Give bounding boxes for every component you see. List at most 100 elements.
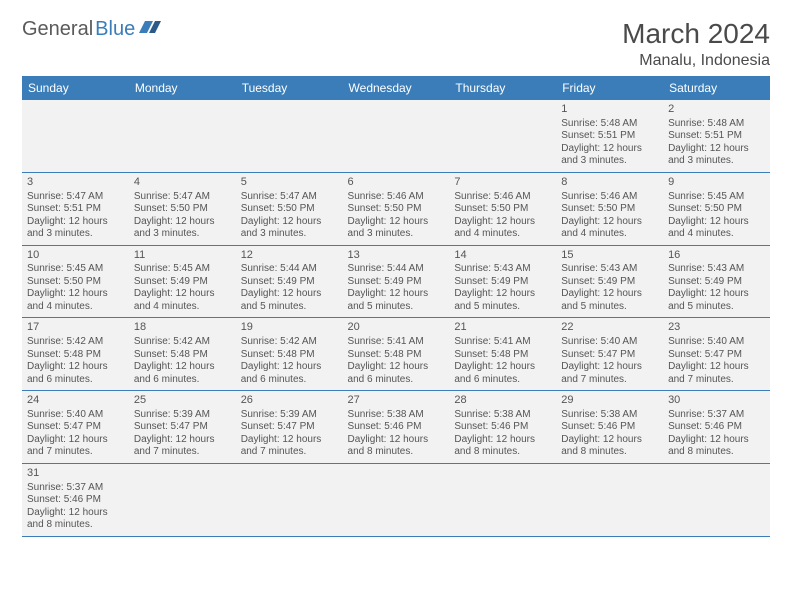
sunset-text: Sunset: 5:48 PM xyxy=(27,349,124,362)
day-header: Wednesday xyxy=(343,76,450,100)
day-header: Sunday xyxy=(22,76,129,100)
day-number: 22 xyxy=(561,321,658,335)
calendar-cell: 30Sunrise: 5:37 AMSunset: 5:46 PMDayligh… xyxy=(663,391,770,464)
day-number: 19 xyxy=(241,321,338,335)
day-number: 20 xyxy=(348,321,445,335)
sunrise-text: Sunrise: 5:41 AM xyxy=(348,336,445,349)
sunrise-text: Sunrise: 5:42 AM xyxy=(241,336,338,349)
daylight-text: Daylight: 12 hours and 6 minutes. xyxy=(454,361,551,386)
day-number: 16 xyxy=(668,249,765,263)
title-block: March 2024 Manalu, Indonesia xyxy=(622,18,770,70)
calendar-cell: 4Sunrise: 5:47 AMSunset: 5:50 PMDaylight… xyxy=(129,172,236,245)
day-number: 18 xyxy=(134,321,231,335)
sunset-text: Sunset: 5:46 PM xyxy=(27,494,124,507)
day-number: 27 xyxy=(348,394,445,408)
sunrise-text: Sunrise: 5:39 AM xyxy=(134,409,231,422)
daylight-text: Daylight: 12 hours and 4 minutes. xyxy=(27,288,124,313)
day-header: Thursday xyxy=(449,76,556,100)
daylight-text: Daylight: 12 hours and 4 minutes. xyxy=(561,216,658,241)
day-number: 17 xyxy=(27,321,124,335)
daylight-text: Daylight: 12 hours and 3 minutes. xyxy=(561,143,658,168)
day-number: 15 xyxy=(561,249,658,263)
flag-icon xyxy=(139,19,161,40)
day-number: 24 xyxy=(27,394,124,408)
sunset-text: Sunset: 5:50 PM xyxy=(27,276,124,289)
daylight-text: Daylight: 12 hours and 3 minutes. xyxy=(668,143,765,168)
calendar-cell: 28Sunrise: 5:38 AMSunset: 5:46 PMDayligh… xyxy=(449,391,556,464)
calendar-cell: 26Sunrise: 5:39 AMSunset: 5:47 PMDayligh… xyxy=(236,391,343,464)
sunset-text: Sunset: 5:49 PM xyxy=(134,276,231,289)
sunrise-text: Sunrise: 5:47 AM xyxy=(134,191,231,204)
day-number: 29 xyxy=(561,394,658,408)
calendar-cell: 7Sunrise: 5:46 AMSunset: 5:50 PMDaylight… xyxy=(449,172,556,245)
daylight-text: Daylight: 12 hours and 8 minutes. xyxy=(27,507,124,532)
sunrise-text: Sunrise: 5:40 AM xyxy=(27,409,124,422)
calendar-cell: 12Sunrise: 5:44 AMSunset: 5:49 PMDayligh… xyxy=(236,245,343,318)
calendar-cell xyxy=(663,463,770,536)
day-header: Saturday xyxy=(663,76,770,100)
calendar-cell: 11Sunrise: 5:45 AMSunset: 5:49 PMDayligh… xyxy=(129,245,236,318)
day-number: 14 xyxy=(454,249,551,263)
logo-text-general: General xyxy=(22,18,93,41)
calendar-cell: 25Sunrise: 5:39 AMSunset: 5:47 PMDayligh… xyxy=(129,391,236,464)
daylight-text: Daylight: 12 hours and 7 minutes. xyxy=(668,361,765,386)
sunset-text: Sunset: 5:48 PM xyxy=(454,349,551,362)
daylight-text: Daylight: 12 hours and 7 minutes. xyxy=(241,434,338,459)
sunset-text: Sunset: 5:51 PM xyxy=(27,203,124,216)
sunrise-text: Sunrise: 5:47 AM xyxy=(241,191,338,204)
sunset-text: Sunset: 5:48 PM xyxy=(241,349,338,362)
calendar-table: Sunday Monday Tuesday Wednesday Thursday… xyxy=(22,76,770,537)
day-number: 26 xyxy=(241,394,338,408)
sunset-text: Sunset: 5:50 PM xyxy=(454,203,551,216)
calendar-cell: 6Sunrise: 5:46 AMSunset: 5:50 PMDaylight… xyxy=(343,172,450,245)
sunrise-text: Sunrise: 5:37 AM xyxy=(27,482,124,495)
sunset-text: Sunset: 5:46 PM xyxy=(348,421,445,434)
daylight-text: Daylight: 12 hours and 8 minutes. xyxy=(454,434,551,459)
header: General Blue March 2024 Manalu, Indonesi… xyxy=(22,18,770,70)
calendar-week-row: 10Sunrise: 5:45 AMSunset: 5:50 PMDayligh… xyxy=(22,245,770,318)
logo: General Blue xyxy=(22,18,161,41)
day-number: 8 xyxy=(561,176,658,190)
sunrise-text: Sunrise: 5:44 AM xyxy=(241,263,338,276)
sunset-text: Sunset: 5:48 PM xyxy=(134,349,231,362)
sunrise-text: Sunrise: 5:38 AM xyxy=(348,409,445,422)
calendar-cell xyxy=(129,100,236,172)
sunrise-text: Sunrise: 5:43 AM xyxy=(561,263,658,276)
daylight-text: Daylight: 12 hours and 5 minutes. xyxy=(241,288,338,313)
sunset-text: Sunset: 5:49 PM xyxy=(668,276,765,289)
sunset-text: Sunset: 5:50 PM xyxy=(348,203,445,216)
sunrise-text: Sunrise: 5:43 AM xyxy=(454,263,551,276)
day-number: 4 xyxy=(134,176,231,190)
sunset-text: Sunset: 5:46 PM xyxy=(561,421,658,434)
calendar-week-row: 31Sunrise: 5:37 AMSunset: 5:46 PMDayligh… xyxy=(22,463,770,536)
daylight-text: Daylight: 12 hours and 6 minutes. xyxy=(27,361,124,386)
calendar-cell: 23Sunrise: 5:40 AMSunset: 5:47 PMDayligh… xyxy=(663,318,770,391)
daylight-text: Daylight: 12 hours and 7 minutes. xyxy=(27,434,124,459)
day-header: Tuesday xyxy=(236,76,343,100)
calendar-cell xyxy=(449,100,556,172)
day-header: Friday xyxy=(556,76,663,100)
day-number: 10 xyxy=(27,249,124,263)
sunset-text: Sunset: 5:50 PM xyxy=(134,203,231,216)
sunset-text: Sunset: 5:51 PM xyxy=(561,130,658,143)
sunset-text: Sunset: 5:49 PM xyxy=(241,276,338,289)
daylight-text: Daylight: 12 hours and 4 minutes. xyxy=(134,288,231,313)
day-number: 1 xyxy=(561,103,658,117)
calendar-cell xyxy=(556,463,663,536)
sunrise-text: Sunrise: 5:43 AM xyxy=(668,263,765,276)
sunset-text: Sunset: 5:49 PM xyxy=(561,276,658,289)
calendar-cell: 1Sunrise: 5:48 AMSunset: 5:51 PMDaylight… xyxy=(556,100,663,172)
calendar-cell: 16Sunrise: 5:43 AMSunset: 5:49 PMDayligh… xyxy=(663,245,770,318)
daylight-text: Daylight: 12 hours and 5 minutes. xyxy=(561,288,658,313)
day-number: 9 xyxy=(668,176,765,190)
calendar-cell: 5Sunrise: 5:47 AMSunset: 5:50 PMDaylight… xyxy=(236,172,343,245)
sunset-text: Sunset: 5:47 PM xyxy=(27,421,124,434)
sunset-text: Sunset: 5:50 PM xyxy=(668,203,765,216)
day-number: 23 xyxy=(668,321,765,335)
daylight-text: Daylight: 12 hours and 3 minutes. xyxy=(241,216,338,241)
calendar-cell: 29Sunrise: 5:38 AMSunset: 5:46 PMDayligh… xyxy=(556,391,663,464)
daylight-text: Daylight: 12 hours and 4 minutes. xyxy=(668,216,765,241)
daylight-text: Daylight: 12 hours and 3 minutes. xyxy=(27,216,124,241)
day-number: 31 xyxy=(27,467,124,481)
sunrise-text: Sunrise: 5:40 AM xyxy=(561,336,658,349)
